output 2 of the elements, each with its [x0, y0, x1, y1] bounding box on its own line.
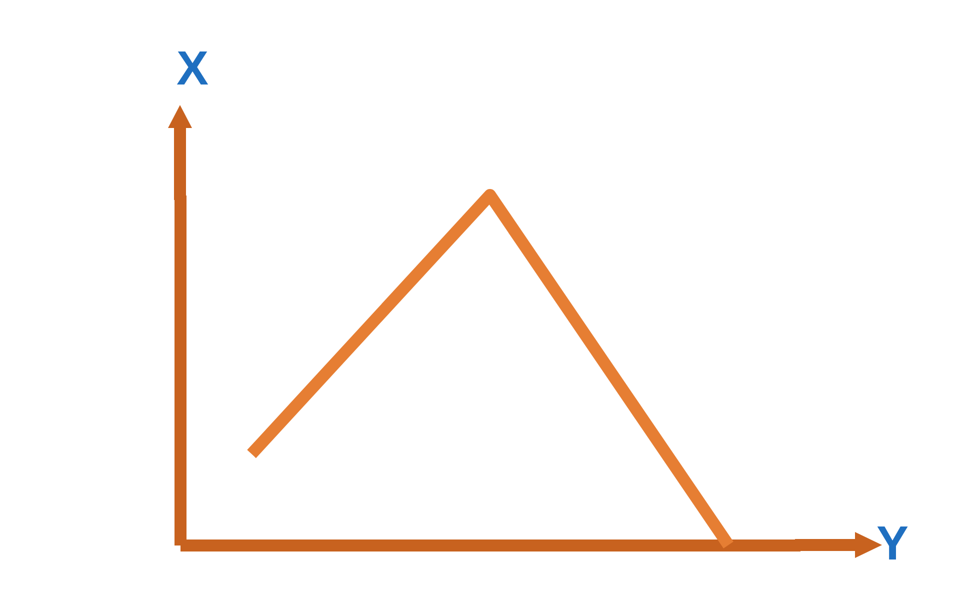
x-axis-title: Y	[876, 518, 909, 570]
y-axis-title: X	[176, 42, 209, 96]
